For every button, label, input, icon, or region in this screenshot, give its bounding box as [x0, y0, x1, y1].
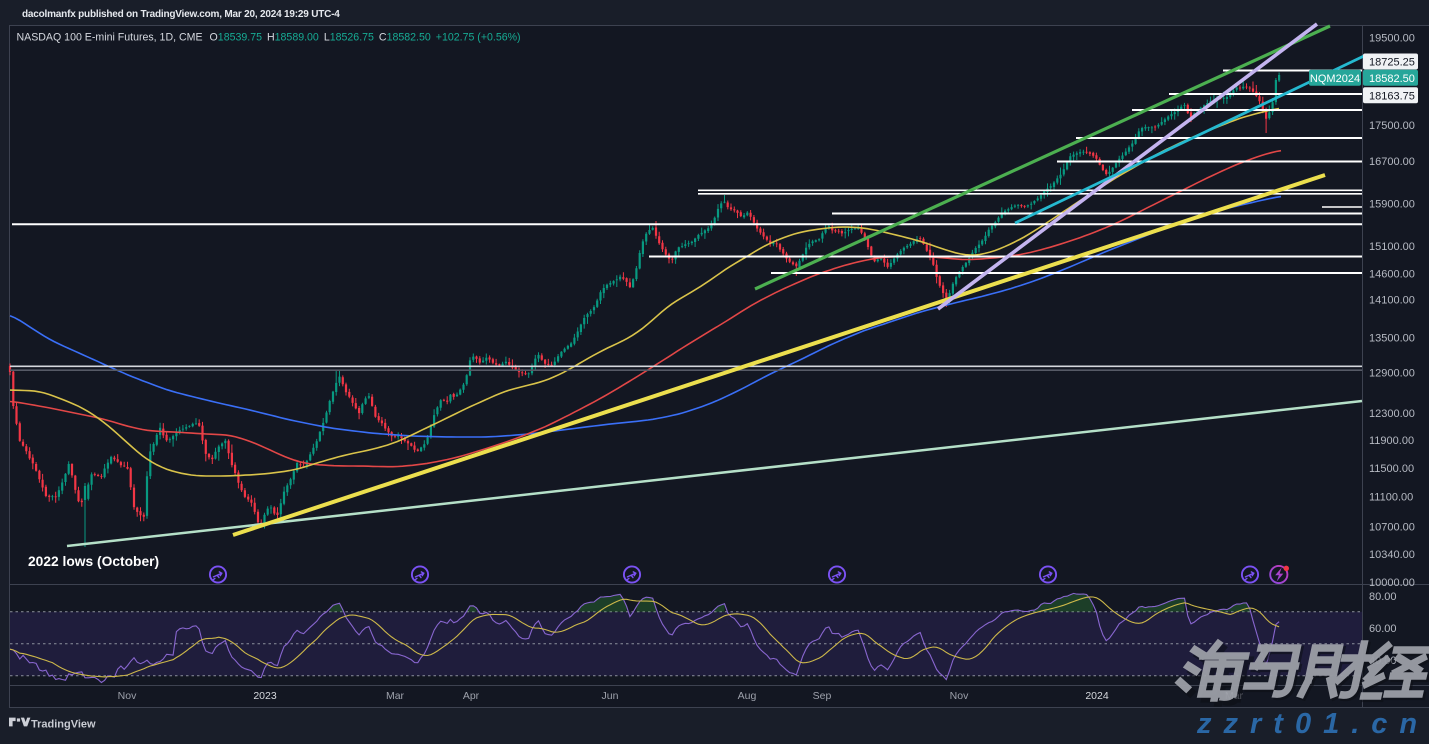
- svg-text:dacolmanfx published on Tradin: dacolmanfx published on TradingView.com,…: [22, 9, 340, 20]
- svg-text:Nov: Nov: [950, 690, 969, 702]
- svg-text:2022 lows (October): 2022 lows (October): [28, 554, 159, 569]
- svg-text:15900.00: 15900.00: [1369, 199, 1415, 211]
- svg-text:11100.00: 11100.00: [1369, 492, 1413, 504]
- svg-text:14100.00: 14100.00: [1369, 295, 1415, 307]
- svg-text:12300.00: 12300.00: [1369, 408, 1415, 420]
- svg-text:19500.00: 19500.00: [1369, 33, 1415, 45]
- svg-text:17500.00: 17500.00: [1369, 120, 1415, 132]
- svg-text:Apr: Apr: [463, 690, 480, 702]
- svg-text:Nov: Nov: [118, 690, 137, 702]
- svg-text:Sep: Sep: [813, 690, 832, 702]
- svg-text:12900.00: 12900.00: [1369, 368, 1415, 380]
- svg-text:10700.00: 10700.00: [1369, 521, 1415, 533]
- svg-text:18582.50: 18582.50: [1369, 73, 1415, 85]
- svg-text:Mar: Mar: [386, 690, 405, 702]
- svg-text:Aug: Aug: [738, 690, 757, 702]
- svg-text:NQM2024: NQM2024: [1310, 73, 1360, 85]
- svg-text:80.00: 80.00: [1369, 591, 1397, 603]
- svg-text:2024: 2024: [1085, 690, 1109, 702]
- svg-text:60.00: 60.00: [1369, 623, 1397, 635]
- svg-text:15100.00: 15100.00: [1369, 241, 1415, 253]
- svg-text:zzrt01.cn: zzrt01.cn: [1196, 708, 1429, 739]
- svg-text:11500.00: 11500.00: [1369, 463, 1414, 475]
- svg-text:10340.00: 10340.00: [1369, 549, 1415, 561]
- svg-text:14600.00: 14600.00: [1369, 269, 1415, 281]
- svg-text:NASDAQ 100 E-mini Futures, 1D,: NASDAQ 100 E-mini Futures, 1D, CME O18539…: [17, 32, 521, 44]
- svg-text:16700.00: 16700.00: [1369, 156, 1415, 168]
- svg-text:11900.00: 11900.00: [1369, 435, 1414, 447]
- svg-text:13500.00: 13500.00: [1369, 332, 1415, 344]
- svg-text:18725.25: 18725.25: [1369, 57, 1415, 69]
- svg-text:2023: 2023: [253, 690, 277, 702]
- svg-text:18163.75: 18163.75: [1369, 90, 1415, 102]
- svg-text:TradingView: TradingView: [31, 719, 96, 731]
- svg-text:Jun: Jun: [602, 690, 619, 702]
- svg-text:10000.00: 10000.00: [1369, 577, 1415, 589]
